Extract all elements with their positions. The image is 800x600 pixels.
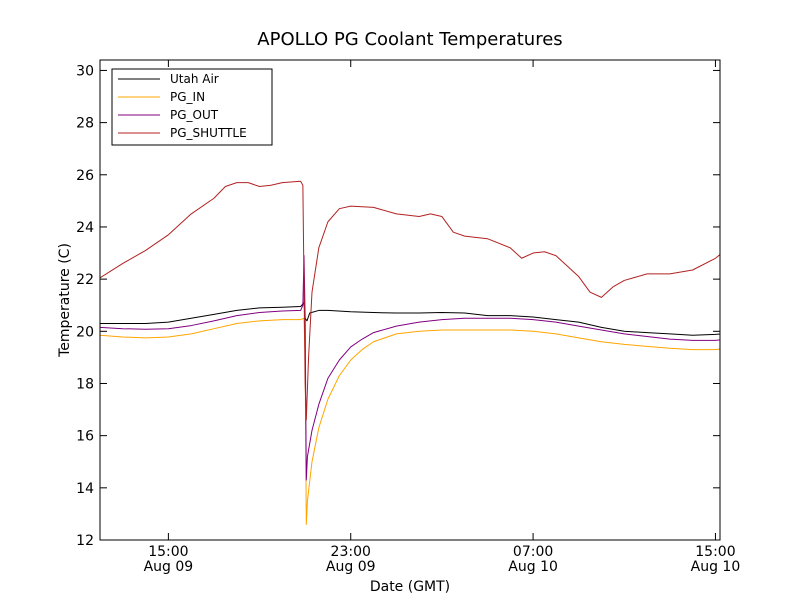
y-tick-label: 24	[76, 220, 94, 236]
x-tick-label-date: Aug 09	[144, 559, 194, 575]
x-axis-label: Date (GMT)	[370, 579, 450, 595]
y-tick-label: 12	[76, 533, 94, 549]
y-tick-label: 18	[76, 376, 94, 392]
legend-label-pg-shuttle: PG_SHUTTLE	[170, 126, 247, 140]
legend: Utah Air PG_IN PG_OUT PG_SHUTTLE	[111, 68, 273, 146]
y-axis-ticks: 12 14 16 18 20 22 24 26 28 30	[76, 63, 720, 549]
x-tick-label-time: 07:00	[513, 544, 553, 560]
x-tick-label-time: 15:00	[695, 544, 735, 560]
legend-label-pg-in: PG_IN	[170, 90, 205, 104]
series-line-utah-air	[100, 302, 720, 336]
legend-box	[111, 68, 273, 146]
plot-frame	[99, 59, 721, 541]
y-tick-label: 16	[76, 429, 94, 445]
y-tick-label: 28	[76, 116, 94, 132]
y-tick-label: 22	[76, 272, 94, 288]
x-tick-label-time: 15:00	[148, 544, 188, 560]
x-tick-label-date: Aug 10	[691, 559, 741, 575]
series-line-pg-in	[100, 317, 720, 525]
chart-title: APOLLO PG Coolant Temperatures	[257, 29, 562, 50]
legend-label-pg-out: PG_OUT	[170, 108, 219, 122]
legend-label-utah-air: Utah Air	[170, 72, 219, 86]
x-tick-label-time: 23:00	[331, 544, 371, 560]
y-axis-label: Temperature (C)	[57, 243, 73, 358]
y-tick-label: 26	[76, 168, 94, 184]
y-tick-label: 14	[76, 481, 94, 497]
y-tick-label: 20	[76, 324, 94, 340]
series-group	[100, 180, 720, 525]
series-line-pg-shuttle	[100, 180, 720, 421]
x-tick-label-date: Aug 10	[508, 559, 558, 575]
series-line-pg-out	[100, 255, 720, 481]
x-tick-label-date: Aug 09	[326, 559, 376, 575]
y-tick-label: 30	[76, 63, 94, 79]
